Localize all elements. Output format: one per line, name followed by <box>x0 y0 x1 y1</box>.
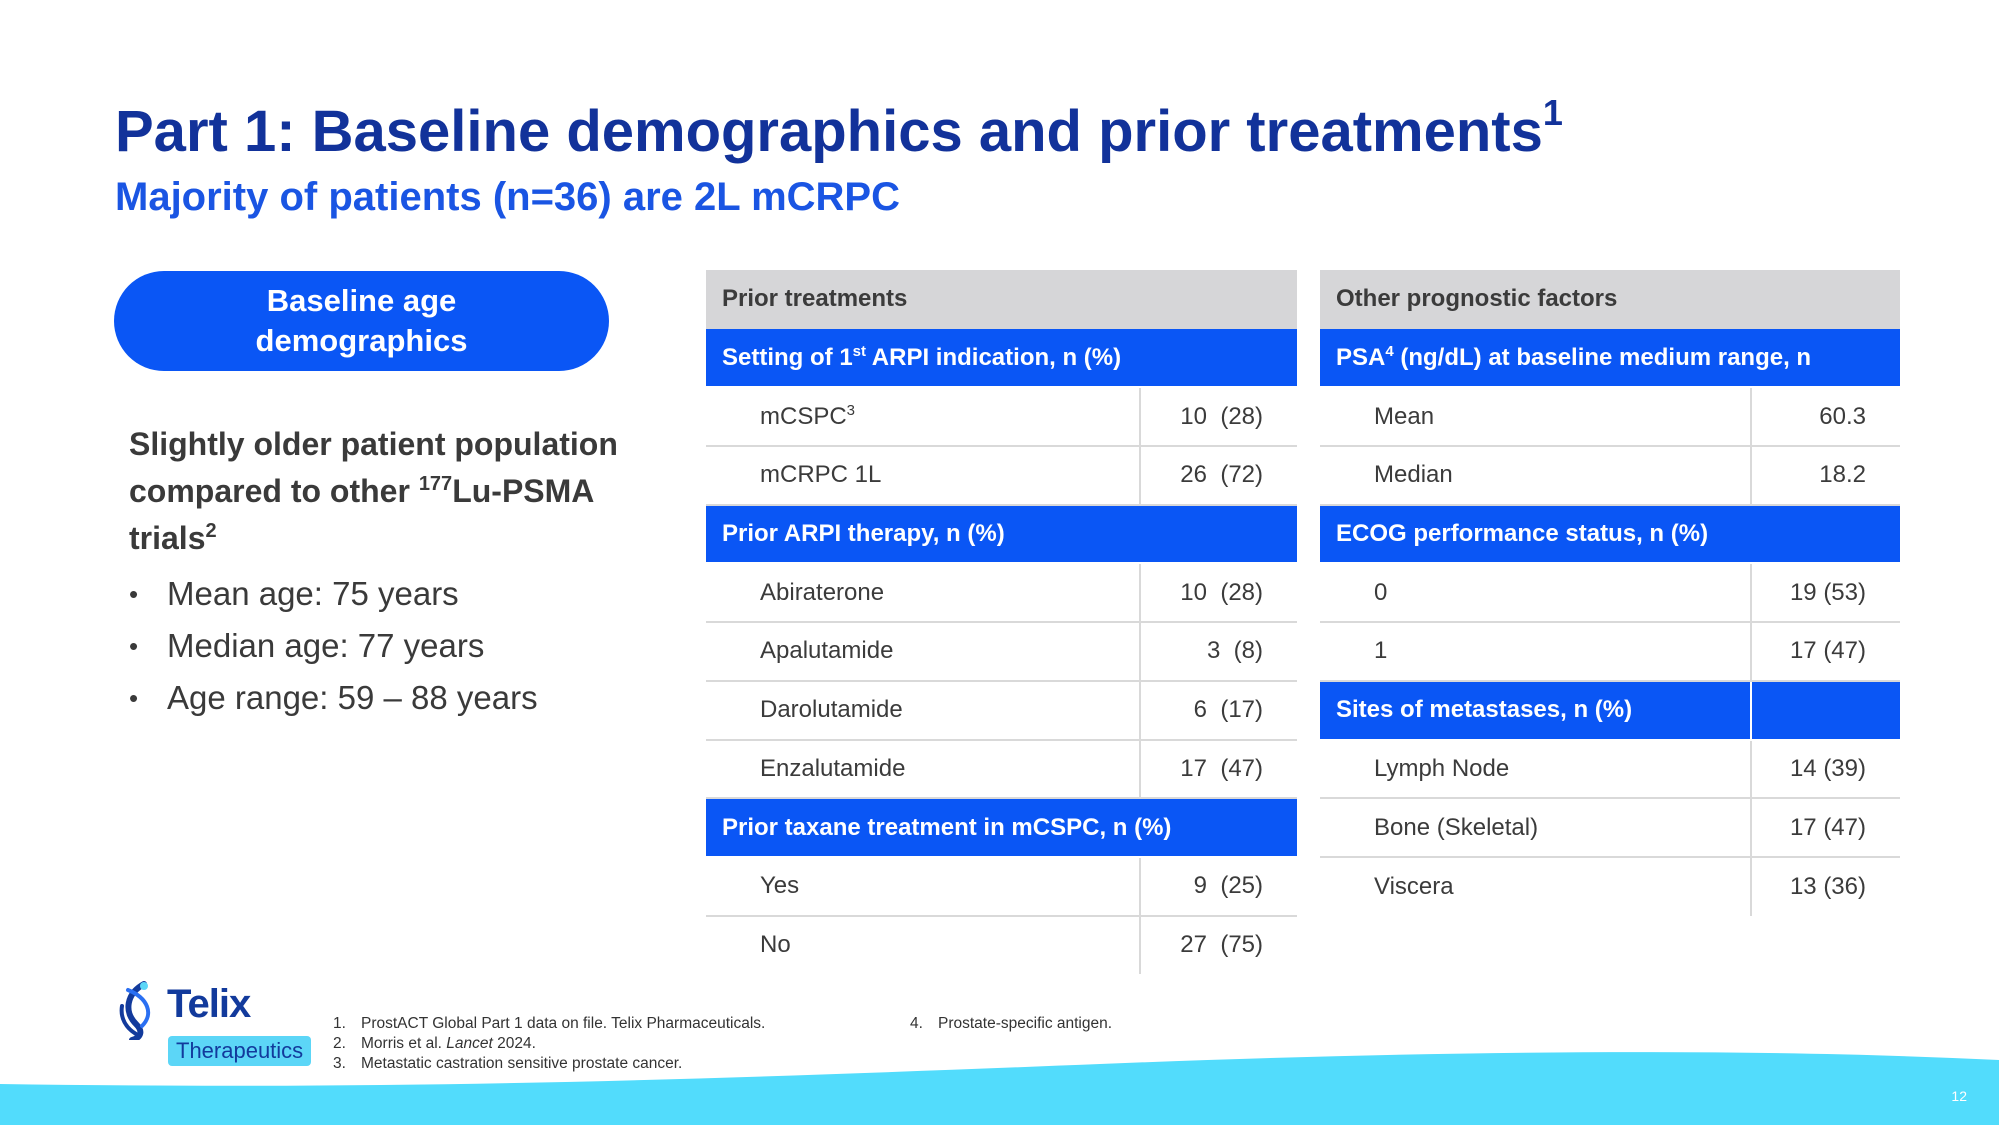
table-header-row: Other prognostic factors <box>1320 270 1900 329</box>
table-row: Apalutamide 3 (8) <box>706 622 1298 682</box>
row-label: 0 <box>1320 563 1752 624</box>
row-value: 17 (47) <box>1751 798 1900 858</box>
row-label: Mean <box>1320 387 1752 448</box>
age-bullets: • Mean age: 75 years • Median age: 77 year… <box>129 568 689 724</box>
row-value: 14 (39) <box>1751 739 1900 800</box>
footnote-4: 4. Prostate-specific antigen. <box>910 1015 1113 1032</box>
table-row: Viscera 13 (36) <box>1320 856 1900 916</box>
row-label: Enzalutamide <box>706 739 1141 800</box>
table-row: 0 19 (53) <box>1320 563 1900 624</box>
row-value: 10 (28) <box>1140 387 1298 448</box>
row-value: 10 (28) <box>1140 563 1298 624</box>
table-row: Enzalutamide 17 (47) <box>706 739 1298 800</box>
section-row: Prior ARPI therapy, n (%) <box>706 504 1298 565</box>
bullet-median-age: • Median age: 77 years <box>129 627 485 664</box>
row-label: 1 <box>1320 622 1752 682</box>
baseline-age-pill: Baseline age demographics <box>114 271 609 371</box>
row-label: mCSPC3 <box>706 387 1141 448</box>
telix-logo: Telix Therapeutics <box>114 980 324 1072</box>
section-ecog: ECOG performance status, n (%) <box>1320 504 1900 565</box>
table-row: mCSPC3 10 (28) <box>706 387 1298 448</box>
row-label: Viscera <box>1320 856 1752 916</box>
row-label: Abiraterone <box>706 563 1141 624</box>
section-prior-taxane: Prior taxane treatment in mCSPC, n (%) <box>706 798 1298 858</box>
prognostic-factors-header: Other prognostic factors <box>1320 270 1900 329</box>
row-value: 18.2 <box>1751 446 1900 506</box>
table-row: Lymph Node 14 (39) <box>1320 739 1900 800</box>
footnote-1: 1. ProstACT Global Part 1 data on file. T… <box>333 1015 766 1032</box>
section-row: Sites of metastases, n (%) <box>1320 680 1900 741</box>
row-label: No <box>706 915 1141 975</box>
footer-wave <box>0 1052 1999 1125</box>
page-title: Part 1: Baseline demographics and prior … <box>115 92 1563 164</box>
section-row: Setting of 1st ARPI indication, n (%) <box>706 328 1298 389</box>
row-value: 26 (72) <box>1140 446 1298 506</box>
table-row: Yes 9 (25) <box>706 856 1298 917</box>
page-number: 12 <box>1951 1088 1967 1104</box>
section-psa: PSA4 (ng/dL) at baseline medium range, n <box>1320 328 1900 389</box>
footnote-2: 2. Morris et al. Lancet 2024. <box>333 1035 536 1052</box>
section-row: ECOG performance status, n (%) <box>1320 504 1900 565</box>
title-footnote-ref: 1 <box>1542 92 1563 133</box>
row-value: 17 (47) <box>1751 622 1900 682</box>
table-row: Bone (Skeletal) 17 (47) <box>1320 798 1900 858</box>
section-prior-arpi: Prior ARPI therapy, n (%) <box>706 504 1298 565</box>
row-value: 6 (17) <box>1140 680 1298 741</box>
section-row: PSA4 (ng/dL) at baseline medium range, n <box>1320 328 1900 389</box>
row-value: 3 (8) <box>1140 622 1298 682</box>
row-label: Yes <box>706 856 1141 917</box>
logo-wordmark: Telix <box>167 982 251 1026</box>
table-row: mCRPC 1L 26 (72) <box>706 446 1298 506</box>
bullet-mean-age: • Mean age: 75 years <box>129 575 459 612</box>
table-row: 1 17 (47) <box>1320 622 1900 682</box>
table-row: Abiraterone 10 (28) <box>706 563 1298 624</box>
row-label: Lymph Node <box>1320 739 1752 800</box>
row-label: mCRPC 1L <box>706 446 1141 506</box>
row-label: Apalutamide <box>706 622 1141 682</box>
row-value: 9 (25) <box>1140 856 1298 917</box>
row-value: 13 (36) <box>1789 872 1866 900</box>
table-row: Darolutamide 6 (17) <box>706 680 1298 741</box>
bullet-age-range: • Age range: 59 – 88 years <box>129 679 538 716</box>
row-label: Darolutamide <box>706 680 1141 741</box>
row-value: 19 (53) <box>1751 563 1900 624</box>
age-summary-lead: Slightly older patient population compar… <box>129 426 618 556</box>
section-row: Prior taxane treatment in mCSPC, n (%) <box>706 798 1298 858</box>
prior-treatments-header: Prior treatments <box>706 270 1298 329</box>
table-row: No 27 (75) <box>706 915 1297 975</box>
prognostic-factors-table: Other prognostic factors PSA4 (ng/dL) at… <box>1320 270 1900 916</box>
table-row: Median 18.2 <box>1320 446 1900 506</box>
section-metastases-blank <box>1750 680 1900 741</box>
logo-tagline: Therapeutics <box>168 1036 312 1066</box>
pill-line-2: demographics <box>255 323 468 358</box>
row-value: 60.3 <box>1751 387 1900 448</box>
pill-line-1: Baseline age <box>266 283 457 318</box>
section-metastases: Sites of metastases, n (%) <box>1320 680 1751 741</box>
telix-helix-icon <box>119 981 151 1040</box>
row-label: Median <box>1320 446 1752 506</box>
row-value: 27 (75) <box>1180 931 1264 959</box>
footnotes: 1. ProstACT Global Part 1 data on file. T… <box>333 1014 765 1074</box>
row-label: Bone (Skeletal) <box>1320 798 1752 858</box>
section-arpi-indication: Setting of 1st ARPI indication, n (%) <box>706 328 1298 389</box>
page-subtitle: Majority of patients (n=36) are 2L mCRPC <box>115 175 900 219</box>
footnote-3: 3. Metastatic castration sensitive prosta… <box>333 1055 683 1072</box>
table-row: Mean 60.3 <box>1320 387 1900 448</box>
age-summary: Slightly older patient population compar… <box>129 424 689 724</box>
prior-treatments-table: Prior treatments Setting of 1st ARPI ind… <box>706 270 1298 975</box>
table-header-row: Prior treatments <box>706 270 1298 329</box>
row-value: 17 (47) <box>1140 739 1298 800</box>
